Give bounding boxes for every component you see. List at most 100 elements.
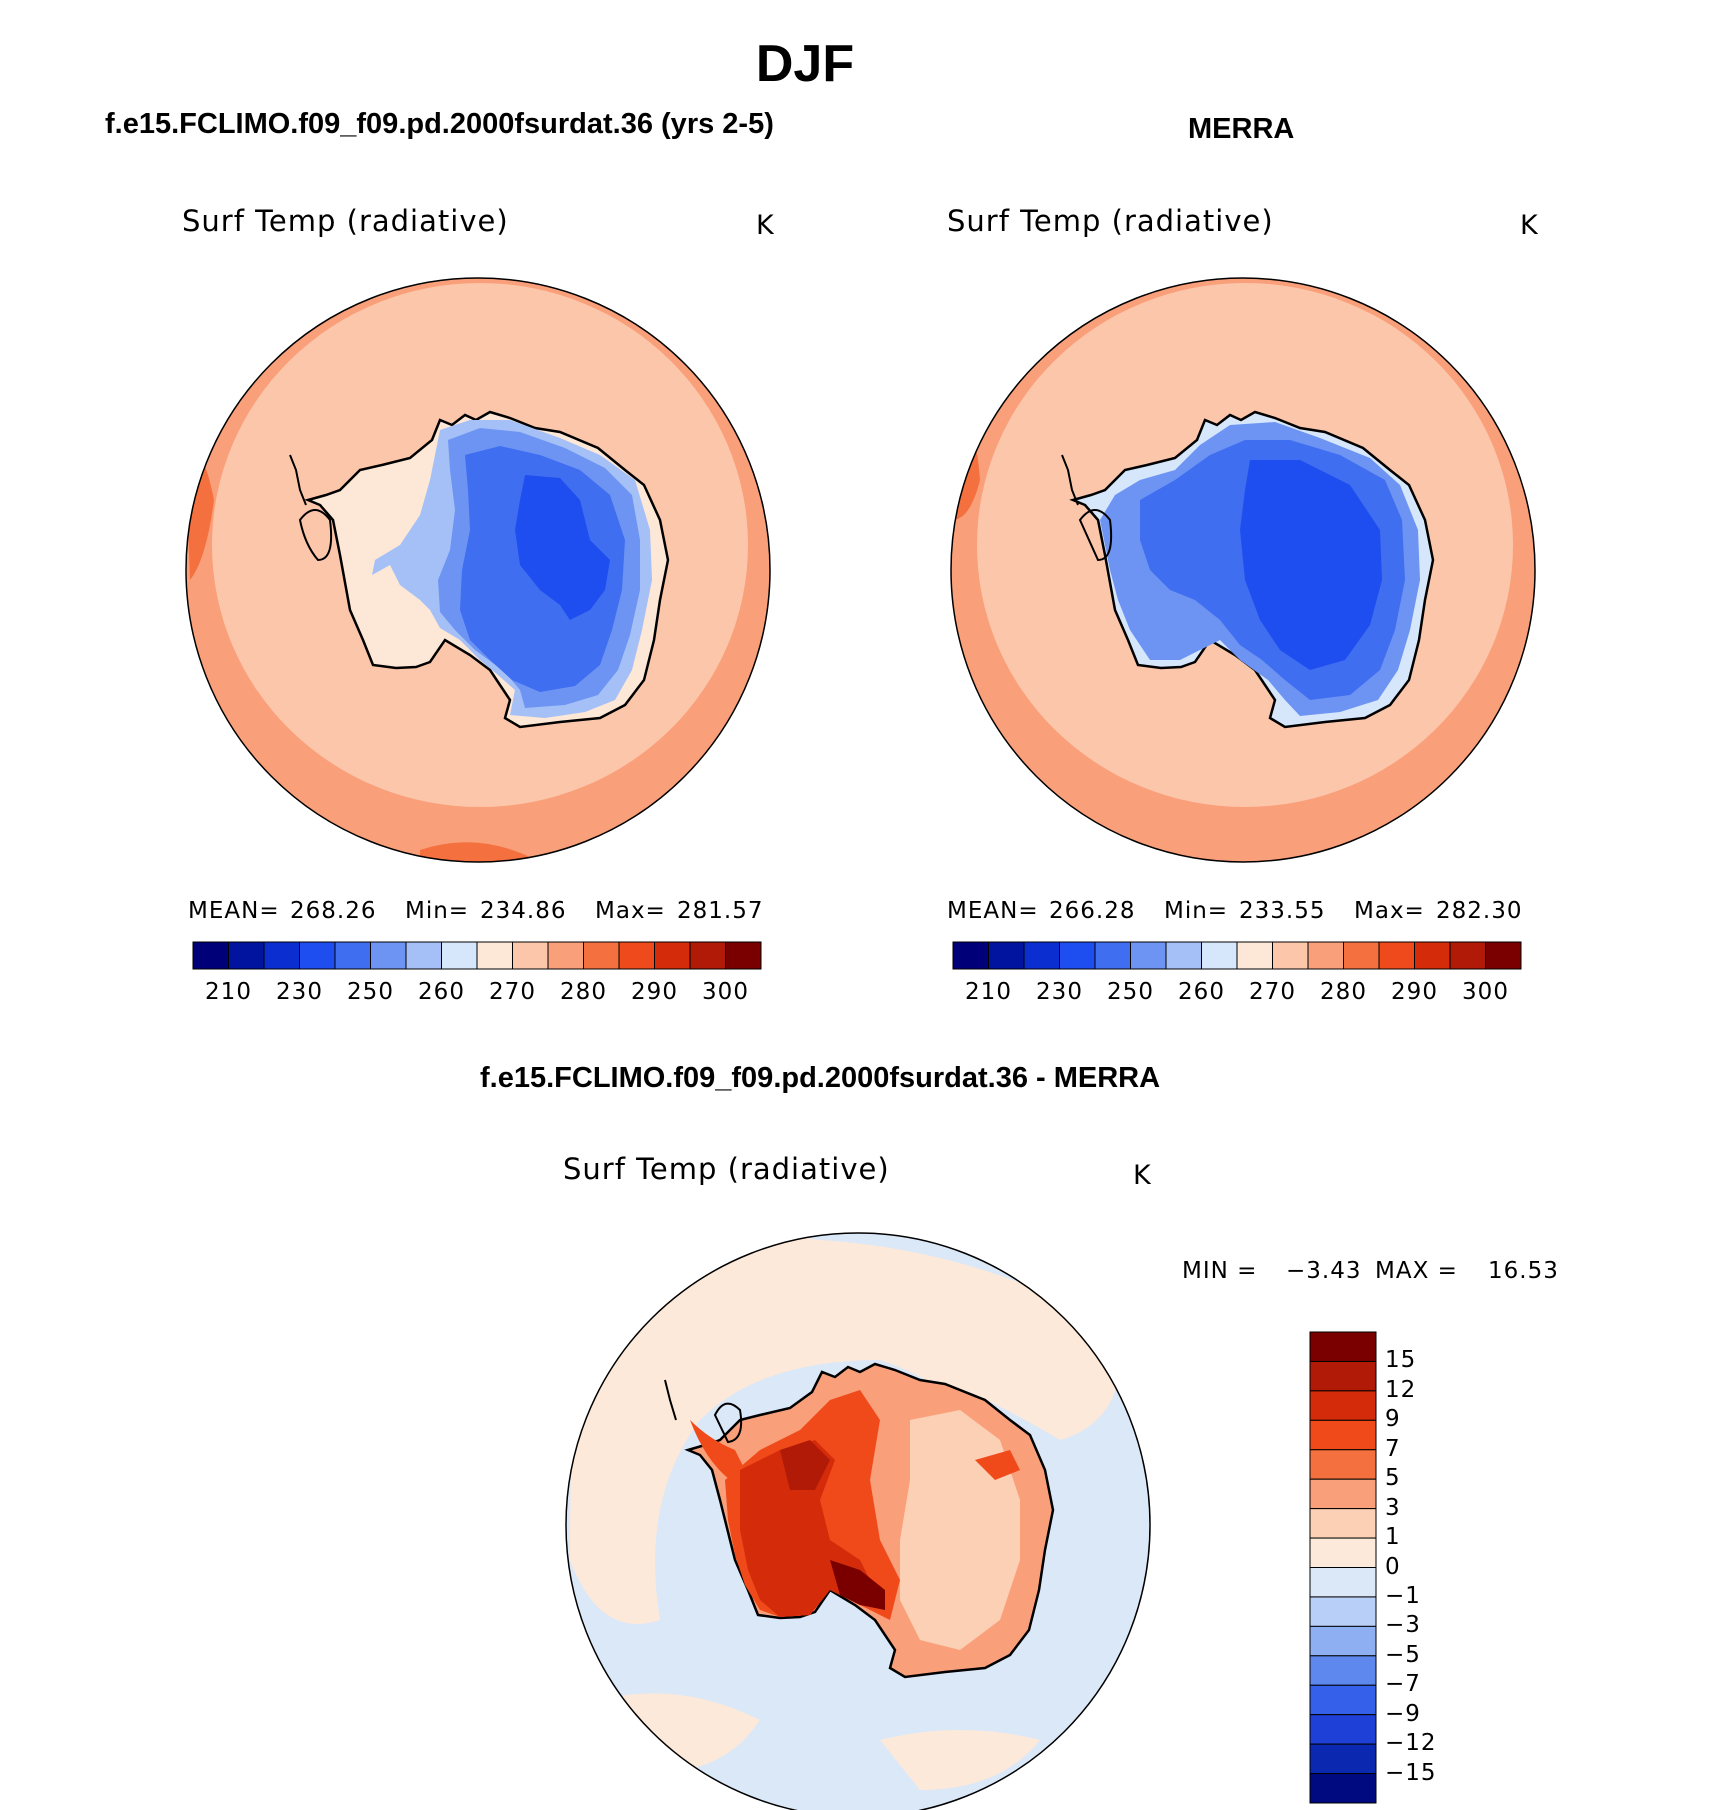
model-min-label: Min= (405, 898, 470, 924)
difference-colorbar-swatch (1309, 1508, 1377, 1539)
obs-colorbar-swatch (1485, 941, 1522, 970)
difference-units-label: K (1133, 1160, 1152, 1191)
obs-max-label: Max= (1354, 898, 1425, 924)
obs-colorbar-tick-label: 210 (965, 979, 1012, 1005)
obs-colorbar-tick-label: 300 (1462, 979, 1509, 1005)
difference-colorbar-tick-label: −12 (1385, 1730, 1437, 1757)
obs-min-value: 233.55 (1239, 898, 1326, 924)
obs-colorbar-swatch (952, 941, 989, 970)
model-colorbar-swatch (654, 941, 691, 970)
obs-colorbar-tick-label: 230 (1036, 979, 1083, 1005)
model-colorbar-swatch (228, 941, 265, 970)
model-colorbar-tick-label: 280 (560, 979, 607, 1005)
model-mean-label: MEAN= (188, 898, 280, 924)
difference-max-value: 16.53 (1488, 1258, 1559, 1284)
model-colorbar-swatch (370, 941, 407, 970)
difference-min-value: −3.43 (1286, 1258, 1362, 1284)
difference-colorbar-tick-label: −7 (1385, 1671, 1421, 1698)
difference-colorbar-tick-label: 1 (1385, 1524, 1401, 1551)
model-colorbar-swatch (725, 941, 762, 970)
obs-colorbar-swatch (1094, 941, 1131, 970)
model-units-label: K (756, 210, 775, 241)
model-colorbar-swatch (583, 941, 620, 970)
difference-colorbar-swatch (1309, 1655, 1377, 1686)
difference-map-border (565, 1232, 1151, 1810)
model-colorbar-tick-label: 210 (205, 979, 252, 1005)
model-colorbar-swatch (192, 941, 229, 970)
model-colorbar-swatch (512, 941, 549, 970)
difference-colorbar-tick-label: −3 (1385, 1612, 1421, 1639)
difference-colorbar-swatch (1309, 1567, 1377, 1598)
difference-colorbar-swatch (1309, 1684, 1377, 1716)
model-colorbar-swatch (689, 941, 726, 970)
obs-colorbar-tick-label: 270 (1249, 979, 1296, 1005)
obs-polar-map (951, 278, 1535, 862)
obs-colorbar-swatch (988, 941, 1025, 970)
difference-colorbar-tick-label: 0 (1385, 1553, 1401, 1580)
model-colorbar-swatch (547, 941, 584, 970)
obs-min-label: Min= (1164, 898, 1229, 924)
obs-colorbar-tick-label: 290 (1391, 979, 1438, 1005)
difference-colorbar-swatch (1309, 1714, 1377, 1745)
obs-colorbar-swatch (1414, 941, 1451, 970)
difference-colorbar-swatch (1309, 1331, 1377, 1362)
model-colorbar-swatch (441, 941, 478, 970)
difference-colorbar-tick-label: 9 (1385, 1406, 1401, 1433)
obs-colorbar-swatch (1201, 941, 1238, 970)
model-colorbar-swatch (263, 941, 300, 970)
model-colorbar-tick-label: 230 (276, 979, 323, 1005)
model-map-border (185, 277, 771, 863)
model-colorbar (192, 941, 762, 970)
model-colorbar-swatch (299, 941, 336, 970)
difference-min-label: MIN = (1182, 1258, 1258, 1284)
difference-colorbar-swatch (1309, 1478, 1377, 1510)
obs-colorbar-swatch (1023, 941, 1060, 970)
difference-colorbar-swatch (1309, 1390, 1377, 1421)
obs-colorbar-swatch (1378, 941, 1415, 970)
model-colorbar-tick-label: 290 (631, 979, 678, 1005)
difference-colorbar-tick-label: −5 (1385, 1641, 1421, 1668)
model-colorbar-tick-label: 270 (489, 979, 536, 1005)
model-colorbar-tick-label: 300 (702, 979, 749, 1005)
model-colorbar-swatch (476, 941, 513, 970)
obs-colorbar-swatch (1165, 941, 1202, 970)
obs-colorbar (952, 941, 1522, 970)
model-colorbar-swatch (618, 941, 655, 970)
difference-colorbar-swatch (1309, 1537, 1377, 1568)
model-colorbar-tick-label: 250 (347, 979, 394, 1005)
difference-max-label: MAX = (1375, 1258, 1458, 1284)
model-colorbar-tick-label: 260 (418, 979, 465, 1005)
obs-colorbar-tick-label: 260 (1178, 979, 1225, 1005)
difference-colorbar-swatch (1309, 1419, 1377, 1451)
difference-colorbar-swatch (1309, 1773, 1377, 1804)
difference-colorbar-tick-label: 3 (1385, 1494, 1401, 1521)
model-panel-header: f.e15.FCLIMO.f09_f09.pd.2000fsurdat.36 (… (105, 108, 774, 140)
difference-colorbar-tick-label: −1 (1385, 1582, 1421, 1609)
obs-mean-value: 266.28 (1049, 898, 1136, 924)
obs-units-label: K (1520, 210, 1539, 241)
difference-colorbar-swatch (1309, 1596, 1377, 1627)
difference-colorbar-tick-label: −9 (1385, 1700, 1421, 1727)
difference-colorbar-swatch (1309, 1360, 1377, 1392)
obs-colorbar-tick-label: 250 (1107, 979, 1154, 1005)
obs-colorbar-swatch (1059, 941, 1096, 970)
model-colorbar-swatch (405, 941, 442, 970)
obs-colorbar-swatch (1307, 941, 1344, 970)
model-max-label: Max= (595, 898, 666, 924)
difference-variable-label: Surf Temp (radiative) (563, 1152, 890, 1186)
model-variable-label: Surf Temp (radiative) (182, 204, 509, 238)
difference-colorbar-tick-label: 5 (1385, 1465, 1401, 1492)
difference-panel-header: f.e15.FCLIMO.f09_f09.pd.2000fsurdat.36 -… (480, 1062, 1161, 1094)
obs-colorbar-swatch (1343, 941, 1380, 970)
difference-colorbar-swatch (1309, 1743, 1377, 1775)
obs-max-value: 282.30 (1436, 898, 1523, 924)
figure-title: DJF (755, 35, 855, 93)
difference-colorbar-swatch (1309, 1625, 1377, 1657)
obs-variable-label: Surf Temp (radiative) (947, 204, 1274, 238)
obs-colorbar-swatch (1236, 941, 1273, 970)
difference-colorbar-tick-label: 12 (1385, 1376, 1417, 1403)
model-mean-value: 268.26 (290, 898, 377, 924)
obs-colorbar-swatch (1449, 941, 1486, 970)
